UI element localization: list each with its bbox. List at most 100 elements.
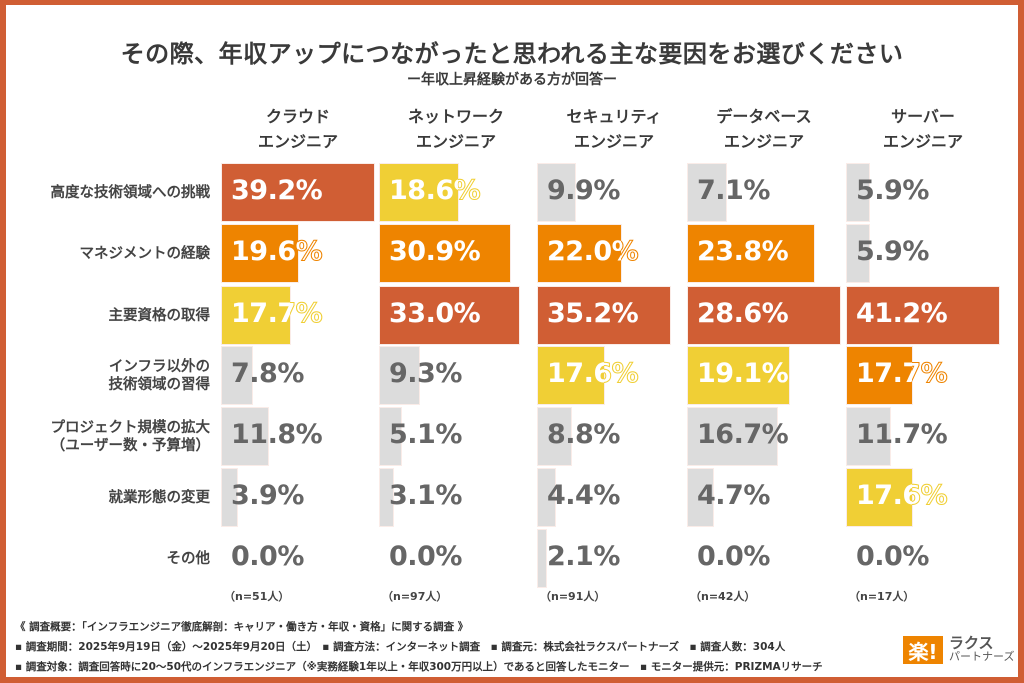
bar [538,164,576,221]
bar [688,469,713,526]
bar-value-label: 3.9% [231,480,304,511]
bar-value-label: 0.0% [389,541,462,572]
bar [538,287,670,344]
bar-value-label: 5.9% [856,236,929,267]
bar-cell: 9.9% [538,164,690,221]
bar-value-label: 23.8% [697,236,789,267]
row-label: その他 [6,530,211,587]
bar [688,164,726,221]
column-header-line: エンジニア [257,132,338,151]
bar-cell: 30.9%30.9% [380,225,532,282]
bar [688,408,777,465]
row-label: 主要資格の取得 [6,287,211,344]
column-header-line: クラウド [265,107,330,126]
sample-size: （n=17人） [849,590,915,603]
sample-size: （n=42人） [690,590,756,603]
bar-cell: 4.7% [688,469,840,526]
column-header: セキュリティ エンジニア [529,104,699,154]
bar-cell: 33.0%33.0% [380,287,532,344]
bar-value-label: 0.0% [697,541,770,572]
row-label-text: プロジェクト規模の拡大 （ユーザー数・予算増） [50,419,211,454]
bar-value-label: 0.0% [231,541,304,572]
column-header: クラウド エンジニア [213,104,383,154]
row-label: インフラ以外の 技術領域の習得 [6,347,211,404]
bar-value-label: 0.0% [856,541,929,572]
column-header: サーバー エンジニア [838,104,1008,154]
bar-value-label: 3.1% [389,480,462,511]
bar-value-label-overflow: 17.7% [912,358,948,390]
chart-subtitle: ー年収上昇経験がある方が回答ー [407,72,617,88]
bar-value-label: 11.8% [231,419,323,450]
bar-value-label-overflow: 17.7% [290,298,323,330]
column-header-line: サーバー [891,107,955,126]
row-label-text: マネジメントの経験 [79,245,211,262]
column-header: ネットワーク エンジニア [371,104,541,154]
column-header: データベース エンジニア [679,104,849,154]
bar [847,164,869,221]
bar-value-label: 4.4% [547,480,620,511]
bar-cell: 5.9% [847,164,999,221]
bar [380,469,394,526]
bar-value-label: 41.2% [856,298,948,329]
bar-value-label: 19.1% [697,358,789,389]
bar-cell: 0.0% [688,530,840,587]
bar [222,287,291,344]
column-header-line: エンジニア [415,132,496,151]
bar-cell: 5.9% [847,225,999,282]
bar [847,469,912,526]
note-target: ▪ 調査対象：調査回答時に20～50代のインフラエンジニア（※実務経験1年以上・… [15,661,823,673]
column-header-line: エンジニア [723,132,804,151]
bar-value-label: 17.7% [856,358,913,389]
bar-cell: 3.9% [222,469,374,526]
bar-value-label: 28.6% [697,298,789,329]
bar [538,408,571,465]
bar-value-label: 5.1% [389,419,462,450]
chart-title: その際、年収アップにつながったと思われる主な要因をお選びください [120,40,904,68]
bar-value-label: 17.6% [856,480,912,511]
note-period: ▪ 調査期間：2025年9月19日（金）～2025年9月20日（土） ▪ 調査方… [15,641,786,653]
logo-line2: パートナーズ [949,650,1015,663]
bar-value-label: 11.7% [856,419,948,450]
column-header-line: セキュリティ [566,107,662,126]
logo-line1: ラクス [949,634,994,652]
bar-cell: 0.0% [847,530,999,587]
bar [222,347,253,404]
bar-cell: 17.6%17.6% [538,347,690,404]
bar-value-label: 18.6% [389,175,458,206]
bar-cell: 39.2%39.2% [222,164,374,221]
bar-cell: 0.0% [380,530,532,587]
row-label: 就業形態の変更 [6,469,211,526]
bar-cell: 19.6%19.6% [222,225,374,282]
sample-size: （n=97人） [382,590,448,603]
bar [847,225,869,282]
bar-value-label: 35.2% [547,298,639,329]
bar [538,347,604,404]
logo-mark: 楽! [903,636,943,664]
bar-value-label: 7.1% [697,175,770,206]
bar [380,408,402,465]
note-overview: 《 調査概要：「インフラエンジニア徹底解剖：キャリア・働き方・年収・資格」に関す… [15,621,469,633]
bar-value-label: 39.2% [231,175,323,206]
bar-cell: 11.8% [222,408,374,465]
bar-value-label-overflow: 22.0% [621,232,640,272]
bar [538,469,555,526]
bar [380,347,420,404]
bar [380,287,519,344]
sample-size: （n=91人） [540,590,606,603]
bar-cell: 4.4% [538,469,690,526]
bar-cell: 2.1% [538,530,690,587]
row-label: プロジェクト規模の拡大 （ユーザー数・予算増） [6,408,211,465]
bar [688,287,840,344]
bar [847,408,891,465]
bar-value-label: 19.6% [231,236,298,267]
row-label-text: 就業形態の変更 [108,489,211,506]
bar-value-label: 9.3% [389,358,462,389]
row-label-text: インフラ以外の 技術領域の習得 [108,358,211,393]
bar-cell: 0.0% [222,530,374,587]
bar-cell: 18.6%18.6% [380,164,532,221]
bar-cell: 22.0%22.0% [538,225,690,282]
bar-cell: 41.2%41.2% [847,287,999,344]
bar-cell: 28.6%28.6% [688,287,840,344]
bar-cell: 19.1%19.1% [688,347,840,404]
